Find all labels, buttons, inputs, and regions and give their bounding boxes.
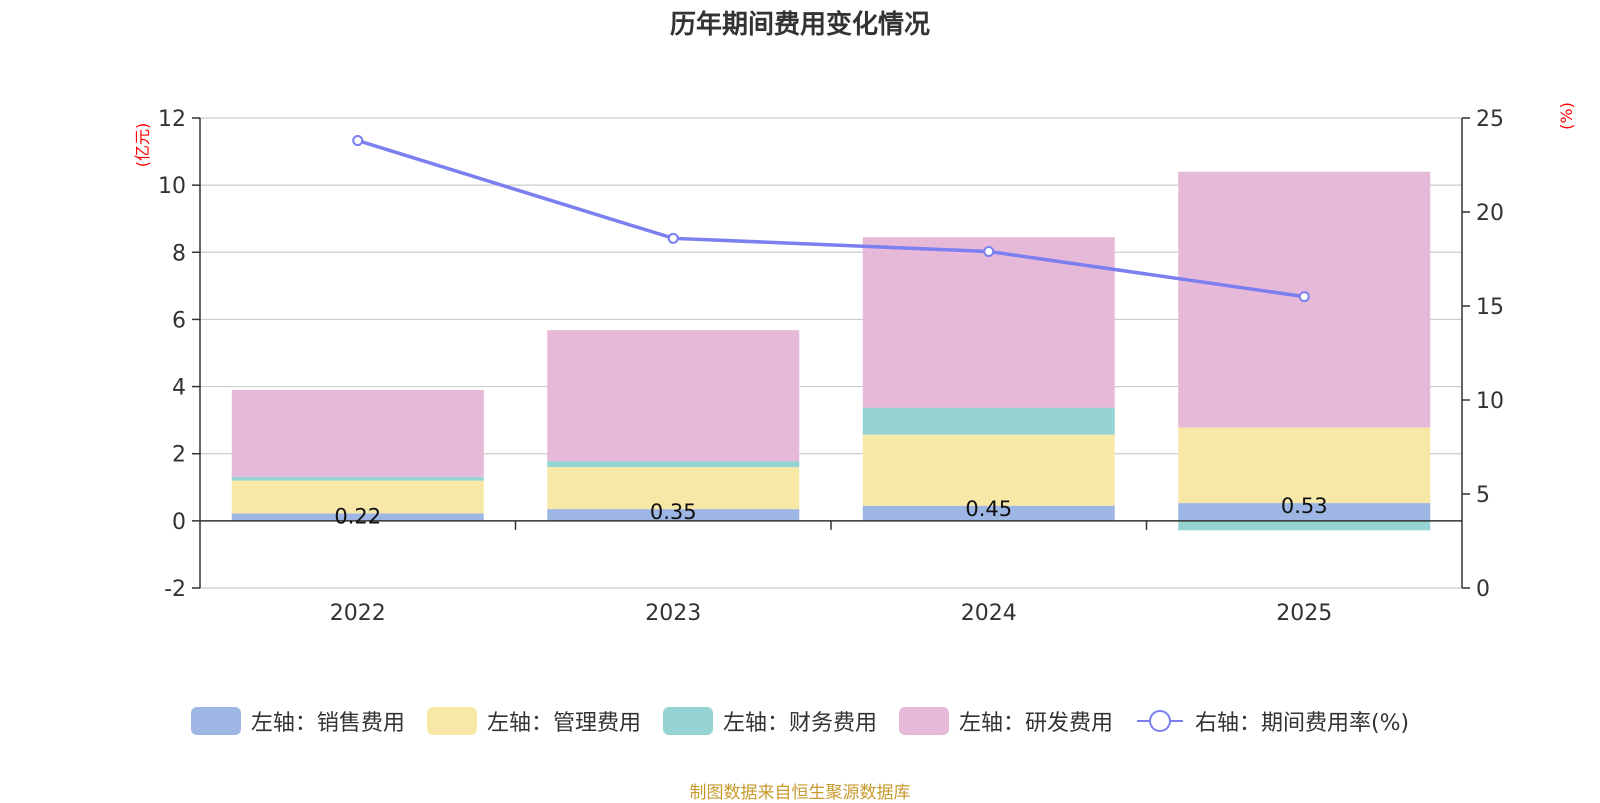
x-tick-label: 2024 bbox=[961, 601, 1017, 626]
legend-swatch-admin bbox=[426, 707, 477, 735]
bar-2023-segment bbox=[547, 330, 800, 462]
legend-swatch-finance bbox=[662, 707, 713, 735]
legend-swatch-rnd bbox=[898, 707, 949, 735]
y-right-tick-label: 10 bbox=[1476, 389, 1504, 414]
legend: 左轴：销售费用 左轴：管理费用 左轴：财务费用 左轴：研发费用 右轴：期间费用率… bbox=[0, 705, 1600, 737]
y-right-tick-label: 20 bbox=[1476, 201, 1504, 226]
legend-item-rnd[interactable]: 左轴：研发费用 bbox=[898, 705, 1113, 737]
bar-2024-segment bbox=[862, 407, 1115, 435]
bar-2024-segment bbox=[862, 505, 1115, 521]
bar-2022-segment bbox=[231, 480, 484, 514]
legend-item-finance[interactable]: 左轴：财务费用 bbox=[662, 705, 877, 737]
bar-2025-segment bbox=[1178, 427, 1431, 504]
y-right-tick-label: 5 bbox=[1476, 483, 1490, 508]
x-tick-label: 2023 bbox=[645, 601, 701, 626]
data-label: 0.53 bbox=[1281, 494, 1328, 518]
y-left-tick-label: 10 bbox=[158, 174, 186, 199]
data-label: 0.45 bbox=[965, 497, 1012, 521]
y-right-tick-label: 0 bbox=[1476, 577, 1490, 602]
legend-swatch-sales bbox=[190, 707, 241, 735]
bar-2023-segment bbox=[547, 461, 800, 468]
chart-title: 历年期间费用变化情况 bbox=[669, 10, 930, 40]
legend-label-admin: 左轴：管理费用 bbox=[486, 711, 641, 736]
expense-ratio-point bbox=[667, 232, 679, 244]
y-left-unit-label: (亿元) bbox=[133, 123, 152, 168]
data-label: 0.22 bbox=[334, 504, 381, 528]
expense-ratio-line bbox=[357, 138, 1305, 299]
bar-2022-segment bbox=[231, 513, 484, 521]
bar-2023-segment bbox=[547, 509, 800, 521]
bar-2025-segment bbox=[1178, 503, 1431, 521]
bar-2024-segment bbox=[862, 237, 1115, 408]
bar-2024-segment bbox=[862, 434, 1115, 506]
bar-2022-segment bbox=[231, 389, 484, 477]
bar-2022-segment bbox=[231, 476, 484, 481]
legend-label-rnd: 左轴：研发费用 bbox=[958, 711, 1113, 736]
legend-line-marker-icon bbox=[1136, 710, 1183, 732]
y-right-tick-label: 15 bbox=[1476, 295, 1504, 320]
x-tick-label: 2025 bbox=[1276, 601, 1332, 626]
legend-label-expense-ratio: 右轴：期间费用率(%) bbox=[1194, 711, 1410, 736]
y-left-tick-label: 2 bbox=[172, 443, 186, 468]
legend-label-finance: 左轴：财务费用 bbox=[722, 711, 877, 736]
bar-2025-segment bbox=[1178, 520, 1431, 531]
y-left-tick-label: 0 bbox=[172, 510, 186, 535]
y-left-tick-label: 12 bbox=[158, 107, 186, 132]
bar-2023-segment bbox=[547, 467, 800, 510]
legend-label-sales: 左轴：销售费用 bbox=[250, 711, 405, 736]
expense-ratio-point bbox=[1298, 291, 1310, 303]
y-left-tick-label: 8 bbox=[172, 241, 186, 266]
expense-ratio-point bbox=[983, 245, 995, 257]
data-source-note: 制图数据来自恒生聚源数据库 bbox=[689, 783, 911, 803]
expense-ratio-point bbox=[352, 135, 364, 147]
y-right-unit-label: (%) bbox=[1557, 102, 1576, 130]
y-right-tick-label: 25 bbox=[1476, 107, 1504, 132]
data-label: 0.35 bbox=[650, 500, 697, 524]
x-tick-label: 2022 bbox=[330, 601, 386, 626]
legend-item-sales[interactable]: 左轴：销售费用 bbox=[190, 705, 405, 737]
y-left-tick-label: -2 bbox=[164, 577, 186, 602]
legend-item-admin[interactable]: 左轴：管理费用 bbox=[426, 705, 641, 737]
y-left-tick-label: 6 bbox=[172, 308, 186, 333]
legend-item-expense-ratio[interactable]: 右轴：期间费用率(%) bbox=[1135, 705, 1409, 737]
y-left-tick-label: 4 bbox=[172, 376, 186, 401]
